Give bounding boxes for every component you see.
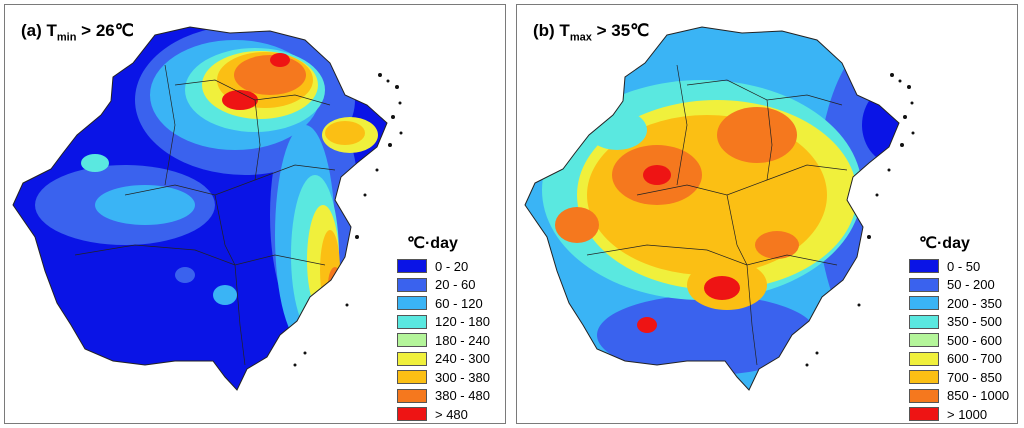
- islands: [293, 73, 403, 367]
- legend-swatch: [909, 333, 939, 348]
- panel-title-tmax: (b) Tmax > 35℃: [533, 21, 650, 44]
- legend-item: 380 - 480: [397, 387, 490, 406]
- legend-unit: ℃·day: [407, 235, 458, 252]
- legend-unit: ℃·day: [919, 235, 970, 252]
- legend-swatch: [397, 314, 427, 329]
- legend-swatch: [397, 407, 427, 422]
- tmin-map: [12, 26, 403, 391]
- legend-item: 50 - 200: [909, 276, 1009, 295]
- panel-title-tmin: (a) Tmin > 26℃: [21, 21, 134, 44]
- province-outline: [524, 26, 900, 391]
- legend-swatch: [397, 351, 427, 366]
- legend-swatch: [909, 259, 939, 274]
- legend-item: 60 - 120: [397, 294, 490, 313]
- legend-swatch: [909, 296, 939, 311]
- legend-item: 600 - 700: [909, 350, 1009, 369]
- legend-swatch: [909, 277, 939, 292]
- legend-item: > 480: [397, 405, 490, 423]
- legend-swatch: [397, 296, 427, 311]
- legend-item: > 1000: [909, 405, 1009, 423]
- legend-swatch: [397, 370, 427, 385]
- legend-swatch: [397, 259, 427, 274]
- map-panel-tmax: (b) Tmax > 35℃ ℃·day 0 - 50 50 - 200 200…: [516, 4, 1018, 424]
- legend-tmax: ℃·day 0 - 50 50 - 200 200 - 350 350 - 50…: [909, 233, 1009, 423]
- map-panel-tmin: (a) Tmin > 26℃ ℃·day 0 - 20 20 - 60 60 -…: [4, 4, 506, 424]
- legend-item: 300 - 380: [397, 368, 490, 387]
- legend-item: 850 - 1000: [909, 387, 1009, 406]
- city-boundaries: [586, 64, 848, 366]
- legend-swatch: [909, 388, 939, 403]
- legend-item: 120 - 180: [397, 313, 490, 332]
- legend-tmin: ℃·day 0 - 20 20 - 60 60 - 120 120 - 180 …: [397, 233, 490, 423]
- legend-swatch: [909, 407, 939, 422]
- legend-item: 20 - 60: [397, 276, 490, 295]
- province-outline: [12, 26, 388, 391]
- legend-item: 240 - 300: [397, 350, 490, 369]
- legend-swatch: [397, 388, 427, 403]
- legend-item: 0 - 50: [909, 257, 1009, 276]
- legend-item: 500 - 600: [909, 331, 1009, 350]
- legend-item: 700 - 850: [909, 368, 1009, 387]
- legend-item: 200 - 350: [909, 294, 1009, 313]
- legend-swatch: [909, 370, 939, 385]
- legend-swatch: [397, 277, 427, 292]
- legend-item: 0 - 20: [397, 257, 490, 276]
- legend-item: 350 - 500: [909, 313, 1009, 332]
- legend-item: 180 - 240: [397, 331, 490, 350]
- islands: [805, 73, 915, 367]
- city-boundaries: [74, 64, 336, 366]
- tmax-heat-field: [525, 27, 899, 390]
- tmax-map: [524, 26, 915, 391]
- legend-swatch: [397, 333, 427, 348]
- legend-swatch: [909, 351, 939, 366]
- legend-swatch: [909, 314, 939, 329]
